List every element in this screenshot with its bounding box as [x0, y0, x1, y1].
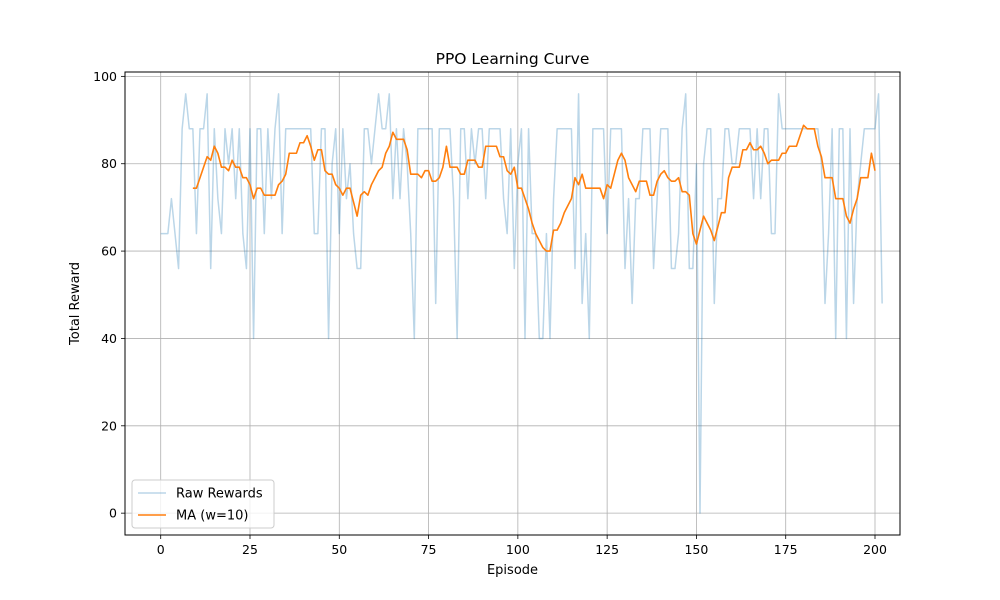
x-tick-label: 175: [774, 542, 798, 557]
legend-label: MA (w=10): [176, 509, 248, 524]
grid-lines: [125, 72, 900, 535]
x-tick-label: 100: [506, 542, 530, 557]
y-axis-label: Total Reward: [68, 262, 83, 346]
x-tick-label: 75: [421, 542, 437, 557]
y-tick-label: 0: [109, 506, 117, 521]
plot-lines: [160, 93, 883, 514]
axis-ticks: 0 25 50 75 100 125 150 175 200 0 20 40 60 80 100: [93, 69, 887, 557]
y-tick-label: 40: [101, 331, 117, 346]
x-tick-label: 150: [684, 542, 708, 557]
legend-box: [131, 479, 275, 529]
y-tick-label: 20: [101, 418, 117, 433]
legend: Raw Rewards MA (w=10): [131, 479, 275, 529]
plot-frame: [124, 71, 901, 536]
x-tick-label: 0: [157, 542, 165, 557]
y-tick-label: 80: [101, 156, 117, 171]
x-tick-label: 50: [331, 542, 347, 557]
x-tick-label: 200: [863, 542, 887, 557]
y-tick-label: 100: [93, 69, 117, 84]
x-axis-label: Episode: [487, 563, 538, 578]
raw-rewards-line: [160, 93, 883, 514]
x-tick-label: 25: [242, 542, 258, 557]
legend-label: Raw Rewards: [176, 487, 263, 502]
x-tick-label: 125: [595, 542, 619, 557]
chart-title: PPO Learning Curve: [436, 50, 590, 68]
y-tick-label: 60: [101, 244, 117, 259]
moving-average-line: [192, 124, 876, 252]
